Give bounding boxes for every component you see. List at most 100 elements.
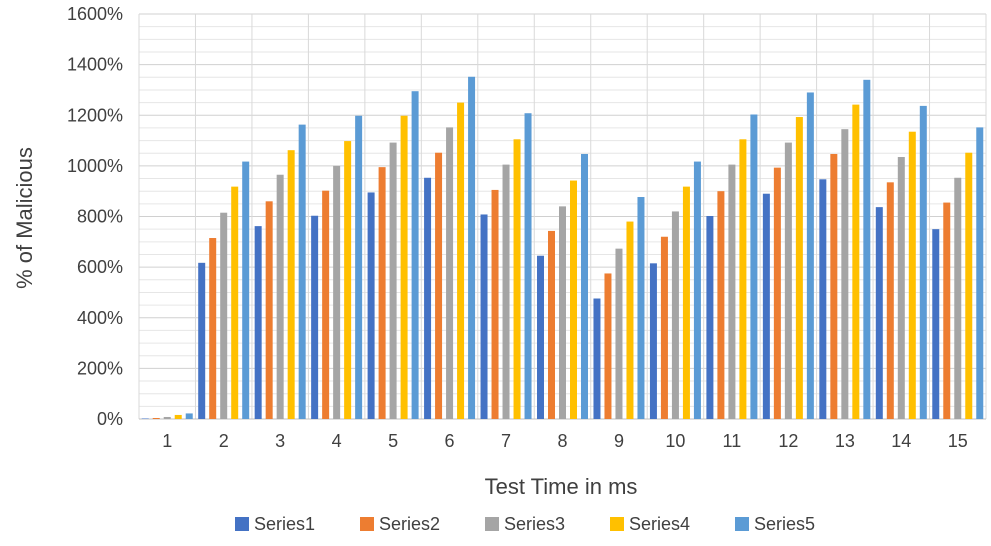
legend-label-series5: Series5 (754, 514, 815, 534)
bar-series1-1 (141, 418, 149, 419)
bar-series4-2 (231, 186, 239, 419)
legend: Series1 Series2 Series3 Series4 Series5 (235, 514, 815, 534)
legend-label-series2: Series2 (379, 514, 440, 534)
x-axis-title: Test Time in ms (485, 474, 638, 499)
y-tick-labels: 0% 200% 400% 600% 800% 1000% 1200% 1400% 1600% (67, 4, 123, 429)
bar-series1-12 (762, 193, 770, 419)
x-tick-label: 1 (162, 431, 172, 451)
bar-series4-15 (965, 152, 973, 419)
x-tick-label: 12 (778, 431, 798, 451)
y-axis-title: % of Malicious (12, 147, 37, 289)
bar-series1-8 (537, 255, 544, 419)
x-tick-label: 11 (723, 431, 742, 451)
x-tick-label: 5 (388, 431, 398, 451)
bar-series4-12 (795, 117, 803, 419)
bar-series4-4 (344, 141, 352, 419)
bar-series2-5 (378, 167, 386, 419)
y-tick-label: 1400% (67, 55, 123, 75)
bar-series4-1 (174, 414, 182, 419)
x-tick-label: 8 (557, 431, 567, 451)
bar-series3-7 (502, 164, 510, 419)
legend-swatch-series2 (360, 517, 374, 531)
bar-series2-1 (152, 417, 160, 419)
legend-label-series3: Series3 (504, 514, 565, 534)
x-tick-label: 15 (948, 431, 968, 451)
bar-series5-12 (806, 92, 814, 419)
bar-series1-9 (593, 298, 601, 419)
bar-series5-14 (919, 105, 927, 420)
bar-series5-1 (185, 413, 193, 419)
bar-series1-10 (649, 263, 657, 419)
bar-series4-10 (682, 186, 690, 419)
bar-series5-11 (750, 114, 758, 419)
bar-series4-9 (626, 221, 634, 419)
bar-series2-6 (435, 152, 443, 419)
bar-series5-9 (637, 197, 645, 419)
bar-series4-5 (400, 115, 408, 419)
bar-series2-9 (604, 273, 612, 419)
y-tick-label: 200% (77, 358, 123, 378)
bar-series1-2 (198, 262, 206, 419)
bar-series1-11 (706, 215, 714, 419)
x-tick-labels: 1 2 3 4 5 6 7 8 9 10 11 12 13 14 15 (162, 431, 968, 451)
bar-series1-7 (480, 214, 488, 419)
bar-series2-13 (830, 153, 838, 419)
bar-series5-6 (468, 76, 476, 420)
x-tick-label: 4 (332, 431, 342, 451)
bar-series5-10 (693, 161, 701, 419)
bar-series1-5 (367, 192, 375, 419)
bar-series2-4 (322, 190, 330, 419)
bar-series5-7 (524, 113, 532, 419)
bar-series4-8 (570, 180, 577, 419)
bar-series1-15 (932, 229, 940, 419)
bar-series1-14 (875, 207, 883, 419)
legend-swatch-series3 (485, 517, 499, 531)
bar-series3-9 (615, 248, 623, 419)
bar-series2-11 (717, 191, 725, 419)
bar-series5-15 (976, 127, 984, 420)
x-tick-label: 14 (891, 431, 911, 451)
y-tick-label: 600% (77, 257, 123, 277)
bar-series3-11 (728, 164, 736, 419)
bar-series3-12 (784, 142, 792, 419)
bar-series4-7 (513, 139, 521, 419)
bar-series3-8 (559, 206, 566, 419)
legend-swatch-series1 (235, 517, 249, 531)
bar-series5-8 (581, 153, 588, 419)
y-tick-label: 400% (77, 308, 123, 328)
y-tick-label: 1600% (67, 4, 123, 24)
y-tick-label: 0% (97, 409, 123, 429)
bar-series1-4 (311, 215, 319, 419)
bar-series3-6 (446, 127, 454, 420)
legend-label-series1: Series1 (254, 514, 315, 534)
bar-series3-15 (954, 177, 962, 419)
bar-series3-4 (333, 165, 341, 419)
y-tick-label: 800% (77, 207, 123, 227)
bar-series2-3 (265, 201, 273, 419)
bar-series3-2 (220, 212, 228, 419)
bar-series4-11 (739, 139, 747, 419)
bar-series2-15 (943, 202, 951, 419)
bar-series3-1 (163, 416, 171, 419)
bars (141, 76, 984, 420)
legend-swatch-series5 (735, 517, 749, 531)
bar-series5-3 (298, 124, 306, 419)
bar-series5-13 (863, 79, 871, 419)
bar-series4-14 (908, 131, 916, 419)
bar-series5-5 (411, 91, 419, 419)
bar-series2-10 (660, 236, 668, 419)
bar-series3-13 (841, 129, 849, 419)
bar-series4-6 (457, 102, 465, 419)
bar-series2-7 (491, 189, 499, 419)
legend-label-series4: Series4 (629, 514, 690, 534)
bar-series1-6 (424, 177, 432, 419)
bar-series2-14 (886, 182, 894, 419)
bar-series5-4 (355, 115, 363, 419)
x-tick-label: 6 (445, 431, 455, 451)
bar-series2-12 (773, 167, 781, 419)
x-tick-label: 3 (275, 431, 285, 451)
bar-series3-14 (897, 157, 905, 419)
bar-series3-5 (389, 142, 397, 419)
bar-series4-13 (852, 104, 860, 420)
